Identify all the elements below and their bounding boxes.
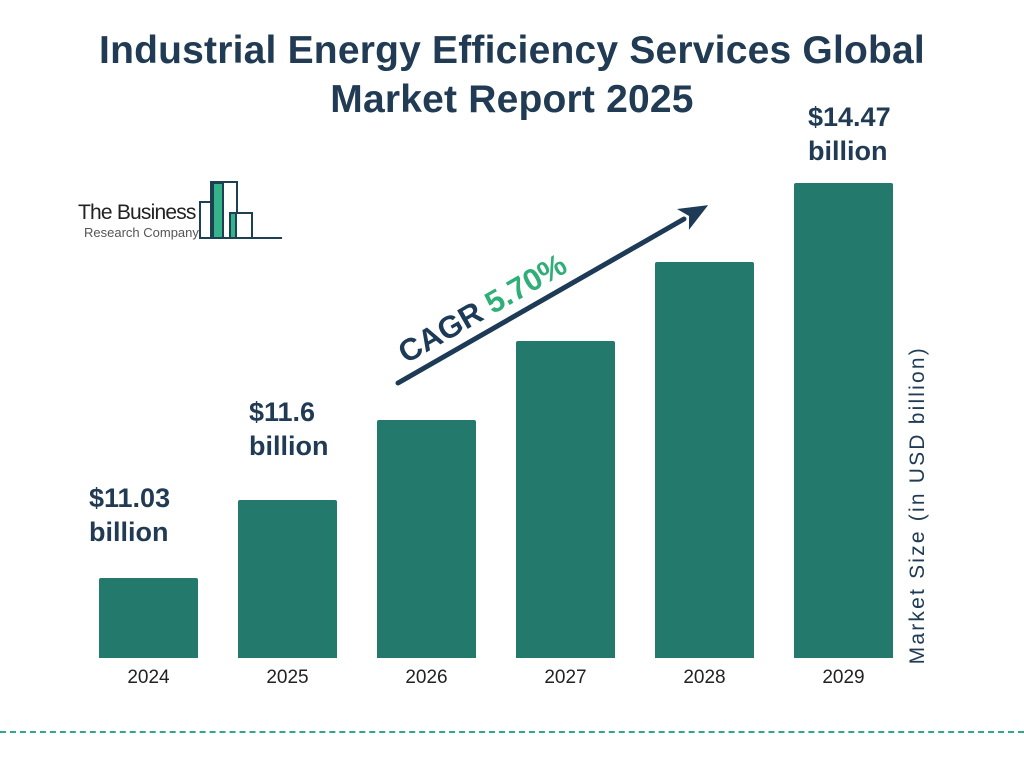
- svg-text:CAGR 5.70%: CAGR 5.70%: [392, 247, 572, 370]
